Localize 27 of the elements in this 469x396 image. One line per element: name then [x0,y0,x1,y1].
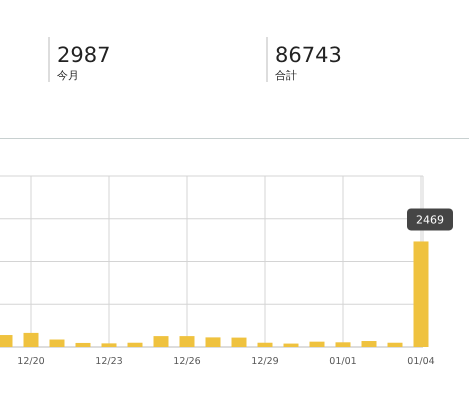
x-tick-label: 12/20 [17,356,45,367]
bar [388,342,402,347]
text: 今月 [57,69,79,82]
bar [24,332,38,347]
bar [180,336,194,347]
text: 86743 [275,43,342,67]
bar [128,342,142,347]
bar [206,337,220,347]
bar [310,342,324,347]
x-tick-label: 12/23 [95,356,123,367]
bar [362,341,376,347]
bar [76,342,90,347]
bar [336,342,350,347]
x-tick-label: 12/26 [173,356,201,367]
x-tick-label: 01/04 [407,356,435,367]
bar [50,340,64,347]
x-tick-label: 12/29 [251,356,279,367]
text: 2987 [57,43,110,67]
bar [232,338,246,347]
bar [102,343,116,347]
data-label: 2469 [416,213,444,226]
x-tick-label: 01/01 [329,356,357,367]
bar [284,344,298,347]
bar [154,336,168,347]
bar [414,241,428,347]
bar [258,342,272,347]
text: 合計 [275,69,297,82]
